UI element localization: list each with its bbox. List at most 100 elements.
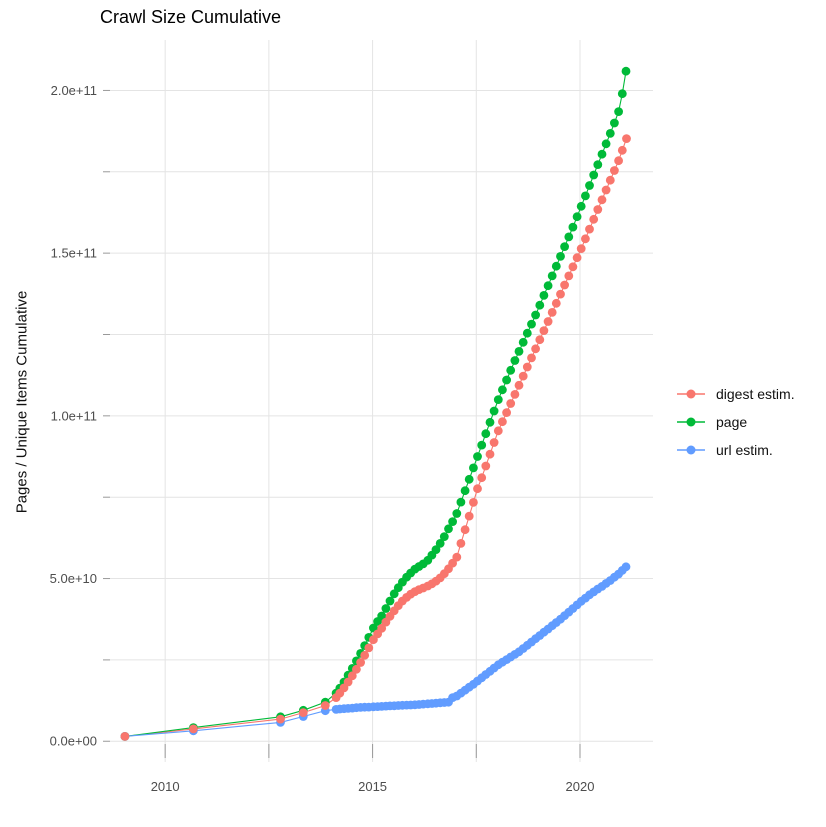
data-point-page <box>601 139 611 149</box>
data-point-page <box>489 406 499 416</box>
data-point-digest-estim- <box>589 214 599 224</box>
data-point-digest-estim- <box>527 353 536 363</box>
data-point-page <box>444 524 453 534</box>
data-point-digest-estim- <box>510 390 520 399</box>
data-point-page <box>498 385 507 395</box>
legend-key-icon <box>677 417 705 427</box>
y-tick-label: 2.0e+11 <box>51 83 97 98</box>
data-point-page <box>502 375 511 385</box>
data-point-page <box>531 310 540 320</box>
data-point-page <box>435 539 445 548</box>
data-point-digest-estim- <box>576 244 586 254</box>
data-point-digest-estim- <box>585 224 594 234</box>
data-point-page <box>469 463 478 473</box>
data-point-url-estim- <box>621 562 631 572</box>
data-point-page <box>593 160 603 170</box>
data-point-digest-estim- <box>477 473 487 483</box>
data-point-page <box>610 118 619 128</box>
data-point-digest-estim- <box>460 525 470 535</box>
data-point-digest-estim- <box>581 234 590 244</box>
data-point-digest-estim- <box>551 298 561 308</box>
data-point-page <box>576 201 586 211</box>
data-point-page <box>456 497 466 507</box>
data-point-digest-estim- <box>498 417 507 427</box>
data-point-digest-estim- <box>343 677 353 687</box>
data-point-digest-estim- <box>597 195 607 205</box>
data-point-page <box>522 328 532 338</box>
x-tick-label: 2010 <box>151 779 180 794</box>
data-point-page <box>514 347 524 356</box>
legend-label: digest estim. <box>716 386 795 402</box>
data-point-page <box>560 242 569 252</box>
data-point-digest-estim- <box>535 335 545 345</box>
legend-key-icon <box>677 389 705 399</box>
data-point-page <box>464 474 474 484</box>
x-tick-label: 2015 <box>358 779 387 794</box>
data-point-page <box>585 181 594 190</box>
series-line-url-estim- <box>124 566 627 737</box>
data-point-page <box>556 252 565 261</box>
data-point-digest-estim- <box>556 289 565 299</box>
data-point-page <box>614 107 623 116</box>
data-point-page <box>460 486 470 496</box>
data-point-digest-estim- <box>593 205 603 214</box>
data-point-digest-estim- <box>464 511 474 521</box>
data-point-page <box>510 356 520 365</box>
data-point-page <box>605 129 615 138</box>
legend-label: url estim. <box>716 442 773 458</box>
data-point-digest-estim- <box>320 701 330 710</box>
data-point-page <box>477 440 487 450</box>
data-point-digest-estim- <box>452 552 462 562</box>
legend-key-icon <box>677 445 705 455</box>
data-point-page <box>481 429 491 439</box>
data-point-digest-estim- <box>514 380 524 390</box>
data-point-digest-estim- <box>518 371 528 381</box>
legend-entry-digest-estim-: digest estim. <box>676 380 795 408</box>
data-point-digest-estim- <box>489 438 499 447</box>
data-point-digest-estim- <box>364 643 374 653</box>
y-tick-label: 1.5e+11 <box>51 246 97 261</box>
data-point-page <box>621 66 631 76</box>
chart-title: Crawl Size Cumulative <box>100 7 282 27</box>
series-line-digest-estim- <box>124 138 628 737</box>
data-point-digest-estim- <box>298 708 308 717</box>
y-tick-label: 0.0e+00 <box>50 734 97 749</box>
data-point-digest-estim- <box>506 399 516 408</box>
data-point-page <box>547 271 557 281</box>
y-tick-label: 5.0e+10 <box>50 571 97 586</box>
data-point-page <box>535 300 545 310</box>
data-point-digest-estim- <box>560 280 569 290</box>
data-point-digest-estim- <box>502 408 511 417</box>
data-point-digest-estim- <box>456 539 466 548</box>
data-point-digest-estim- <box>481 461 491 471</box>
data-point-digest-estim- <box>356 658 365 667</box>
data-point-page <box>485 417 495 427</box>
data-point-digest-estim- <box>360 650 370 660</box>
data-point-page <box>385 596 395 606</box>
data-point-page <box>431 545 441 554</box>
data-point-page <box>518 337 528 347</box>
data-point-digest-estim- <box>352 664 361 674</box>
data-point-page <box>493 395 503 404</box>
data-point-digest-estim- <box>605 175 615 185</box>
data-point-page <box>381 604 391 613</box>
legend-entry-url-estim-: url estim. <box>676 436 795 464</box>
data-point-digest-estim- <box>485 449 495 459</box>
data-point-page <box>568 222 578 232</box>
data-point-digest-estim- <box>539 326 549 335</box>
data-point-page <box>564 232 574 242</box>
data-point-page <box>543 281 553 291</box>
data-point-digest-estim- <box>473 484 482 494</box>
data-point-digest-estim- <box>617 145 627 155</box>
legend-label: page <box>716 414 748 430</box>
data-point-page <box>589 170 599 180</box>
data-point-digest-estim- <box>377 623 387 633</box>
series-line-page <box>124 71 627 737</box>
data-point-digest-estim- <box>531 344 540 354</box>
data-point-page <box>597 149 607 159</box>
legend: digest estim. page url estim. <box>676 380 795 464</box>
data-point-digest-estim- <box>622 134 631 144</box>
data-point-digest-estim- <box>493 426 503 436</box>
